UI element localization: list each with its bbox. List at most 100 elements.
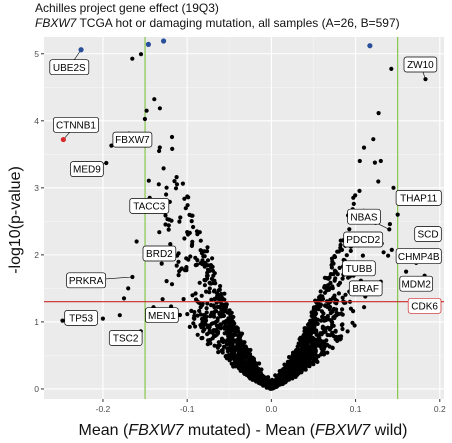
- data-point: [210, 336, 215, 341]
- data-point: [328, 311, 333, 316]
- data-point: [306, 323, 311, 328]
- data-point: [164, 279, 169, 284]
- data-point: [360, 253, 365, 258]
- data-point: [318, 331, 323, 336]
- data-point: [193, 324, 198, 329]
- data-point: [232, 349, 237, 354]
- y-tick-label: 5: [34, 49, 39, 59]
- data-point: [163, 222, 168, 227]
- data-point: [298, 341, 303, 346]
- data-point: [304, 332, 310, 337]
- data-point: [241, 360, 246, 365]
- data-point: [386, 253, 391, 258]
- highlighted-point: [60, 136, 66, 143]
- label-box: [64, 310, 98, 326]
- data-point: [333, 337, 338, 342]
- data-point: [193, 255, 198, 260]
- label-text: CHMP4B: [398, 252, 440, 263]
- data-point: [299, 356, 304, 361]
- data-point: [347, 227, 352, 232]
- label-box: [53, 116, 99, 133]
- data-point: [351, 195, 356, 200]
- data-point: [156, 182, 161, 187]
- data-point: [301, 364, 306, 369]
- gene-label-men1: MEN1: [145, 307, 179, 324]
- data-point: [312, 324, 317, 329]
- x-tick-label: -0.2: [96, 404, 111, 414]
- data-point: [325, 314, 330, 319]
- data-point: [201, 254, 206, 259]
- subtitle-gene: FBXW7: [35, 16, 77, 30]
- data-point: [126, 286, 131, 291]
- data-point: [338, 238, 343, 243]
- data-point: [138, 52, 144, 57]
- data-point: [210, 256, 215, 261]
- data-point: [288, 365, 293, 370]
- data-point: [348, 306, 353, 311]
- data-point: [230, 326, 235, 331]
- data-point: [195, 313, 200, 318]
- data-point: [236, 366, 241, 371]
- highlighted-point: [367, 43, 373, 49]
- data-point: [197, 308, 202, 313]
- data-point: [204, 249, 210, 254]
- data-point: [195, 332, 200, 337]
- data-point: [331, 272, 336, 277]
- label-text: MEN1: [148, 311, 176, 322]
- data-point: [334, 307, 339, 312]
- y-tick-label: 3: [34, 183, 39, 193]
- x-axis-title-gene2: FBXW7: [315, 422, 371, 439]
- data-point: [320, 315, 325, 320]
- x-tick-label: 0.0: [265, 404, 277, 414]
- data-point: [184, 266, 189, 271]
- gene-label-mdm2: MDM2: [399, 275, 433, 292]
- data-point: [204, 289, 209, 294]
- data-point: [309, 335, 314, 341]
- data-point: [309, 350, 314, 355]
- data-point: [217, 310, 222, 315]
- data-point: [327, 344, 332, 349]
- data-point: [391, 185, 396, 190]
- data-point: [325, 283, 331, 288]
- data-point: [241, 356, 246, 361]
- data-point: [309, 310, 314, 315]
- label-box: [348, 280, 383, 297]
- label-text: SCD: [417, 230, 438, 241]
- label-box: [342, 260, 376, 277]
- data-point: [318, 289, 323, 294]
- data-point: [161, 166, 166, 171]
- data-point: [371, 137, 376, 142]
- data-point: [284, 363, 289, 368]
- data-point: [376, 111, 381, 116]
- gene-label-ube2s: UBE2S: [49, 59, 90, 76]
- data-point: [221, 338, 226, 343]
- data-point: [200, 262, 205, 267]
- data-point: [224, 324, 229, 329]
- data-point: [205, 273, 210, 278]
- data-point: [170, 146, 175, 151]
- data-point: [330, 286, 335, 291]
- data-point: [293, 355, 298, 360]
- data-point: [187, 324, 192, 329]
- chart-subtitle: FBXW7 TCGA hot or damaging mutation, all…: [35, 16, 400, 30]
- data-point: [177, 269, 182, 274]
- data-point: [157, 145, 162, 150]
- data-point: [223, 331, 229, 336]
- label-box: [145, 307, 179, 324]
- data-point: [176, 259, 181, 264]
- gene-label-cdk6: CDK6: [407, 297, 442, 314]
- data-point: [228, 318, 233, 324]
- data-point: [242, 364, 247, 369]
- data-point: [340, 312, 345, 317]
- label-text: NBAS: [350, 212, 378, 223]
- data-point: [228, 356, 233, 361]
- data-point: [210, 264, 215, 269]
- data-point: [301, 332, 306, 337]
- data-point: [209, 297, 214, 302]
- data-point: [173, 186, 179, 191]
- label-text: ZW10: [407, 60, 434, 71]
- data-point: [304, 352, 309, 357]
- data-point: [314, 332, 319, 337]
- data-point: [248, 375, 253, 380]
- data-point: [322, 284, 327, 289]
